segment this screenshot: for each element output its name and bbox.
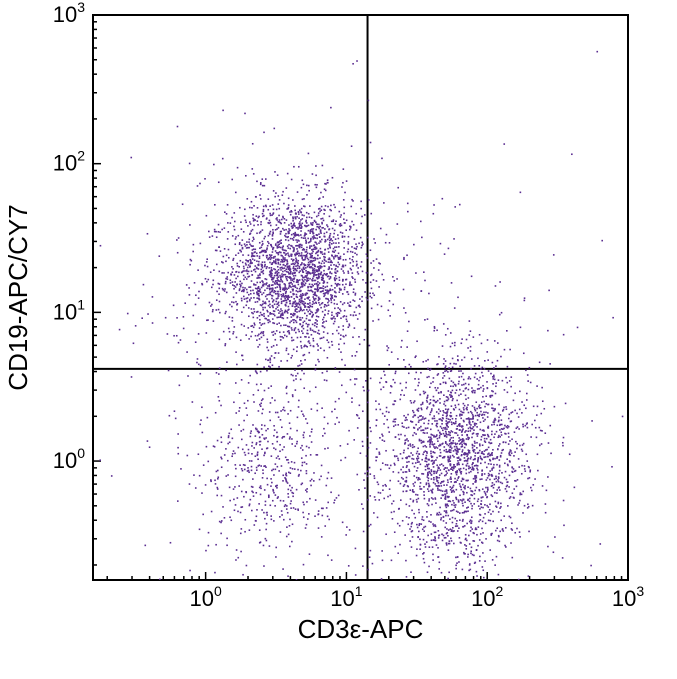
svg-text:103: 103 xyxy=(53,0,85,27)
plot-border xyxy=(93,15,628,580)
y-ticks xyxy=(93,15,101,565)
x-axis-label: CD3ε-APC xyxy=(298,614,424,644)
y-tick-labels: 100 101 102 103 xyxy=(53,0,85,473)
svg-text:102: 102 xyxy=(471,583,503,611)
svg-text:100: 100 xyxy=(189,583,221,611)
svg-text:100: 100 xyxy=(53,445,85,473)
svg-text:101: 101 xyxy=(330,583,362,611)
flow-cytometry-scatter: 100 101 102 103 100 101 102 103 CD3ε-APC CD19-… xyxy=(0,0,677,679)
svg-text:103: 103 xyxy=(612,583,644,611)
x-tick-labels: 100 101 102 103 xyxy=(189,583,644,611)
y-axis-label: CD19-APC/CY7 xyxy=(3,204,33,390)
svg-text:101: 101 xyxy=(53,296,85,324)
svg-text:102: 102 xyxy=(53,148,85,176)
scatter-points xyxy=(99,51,623,581)
